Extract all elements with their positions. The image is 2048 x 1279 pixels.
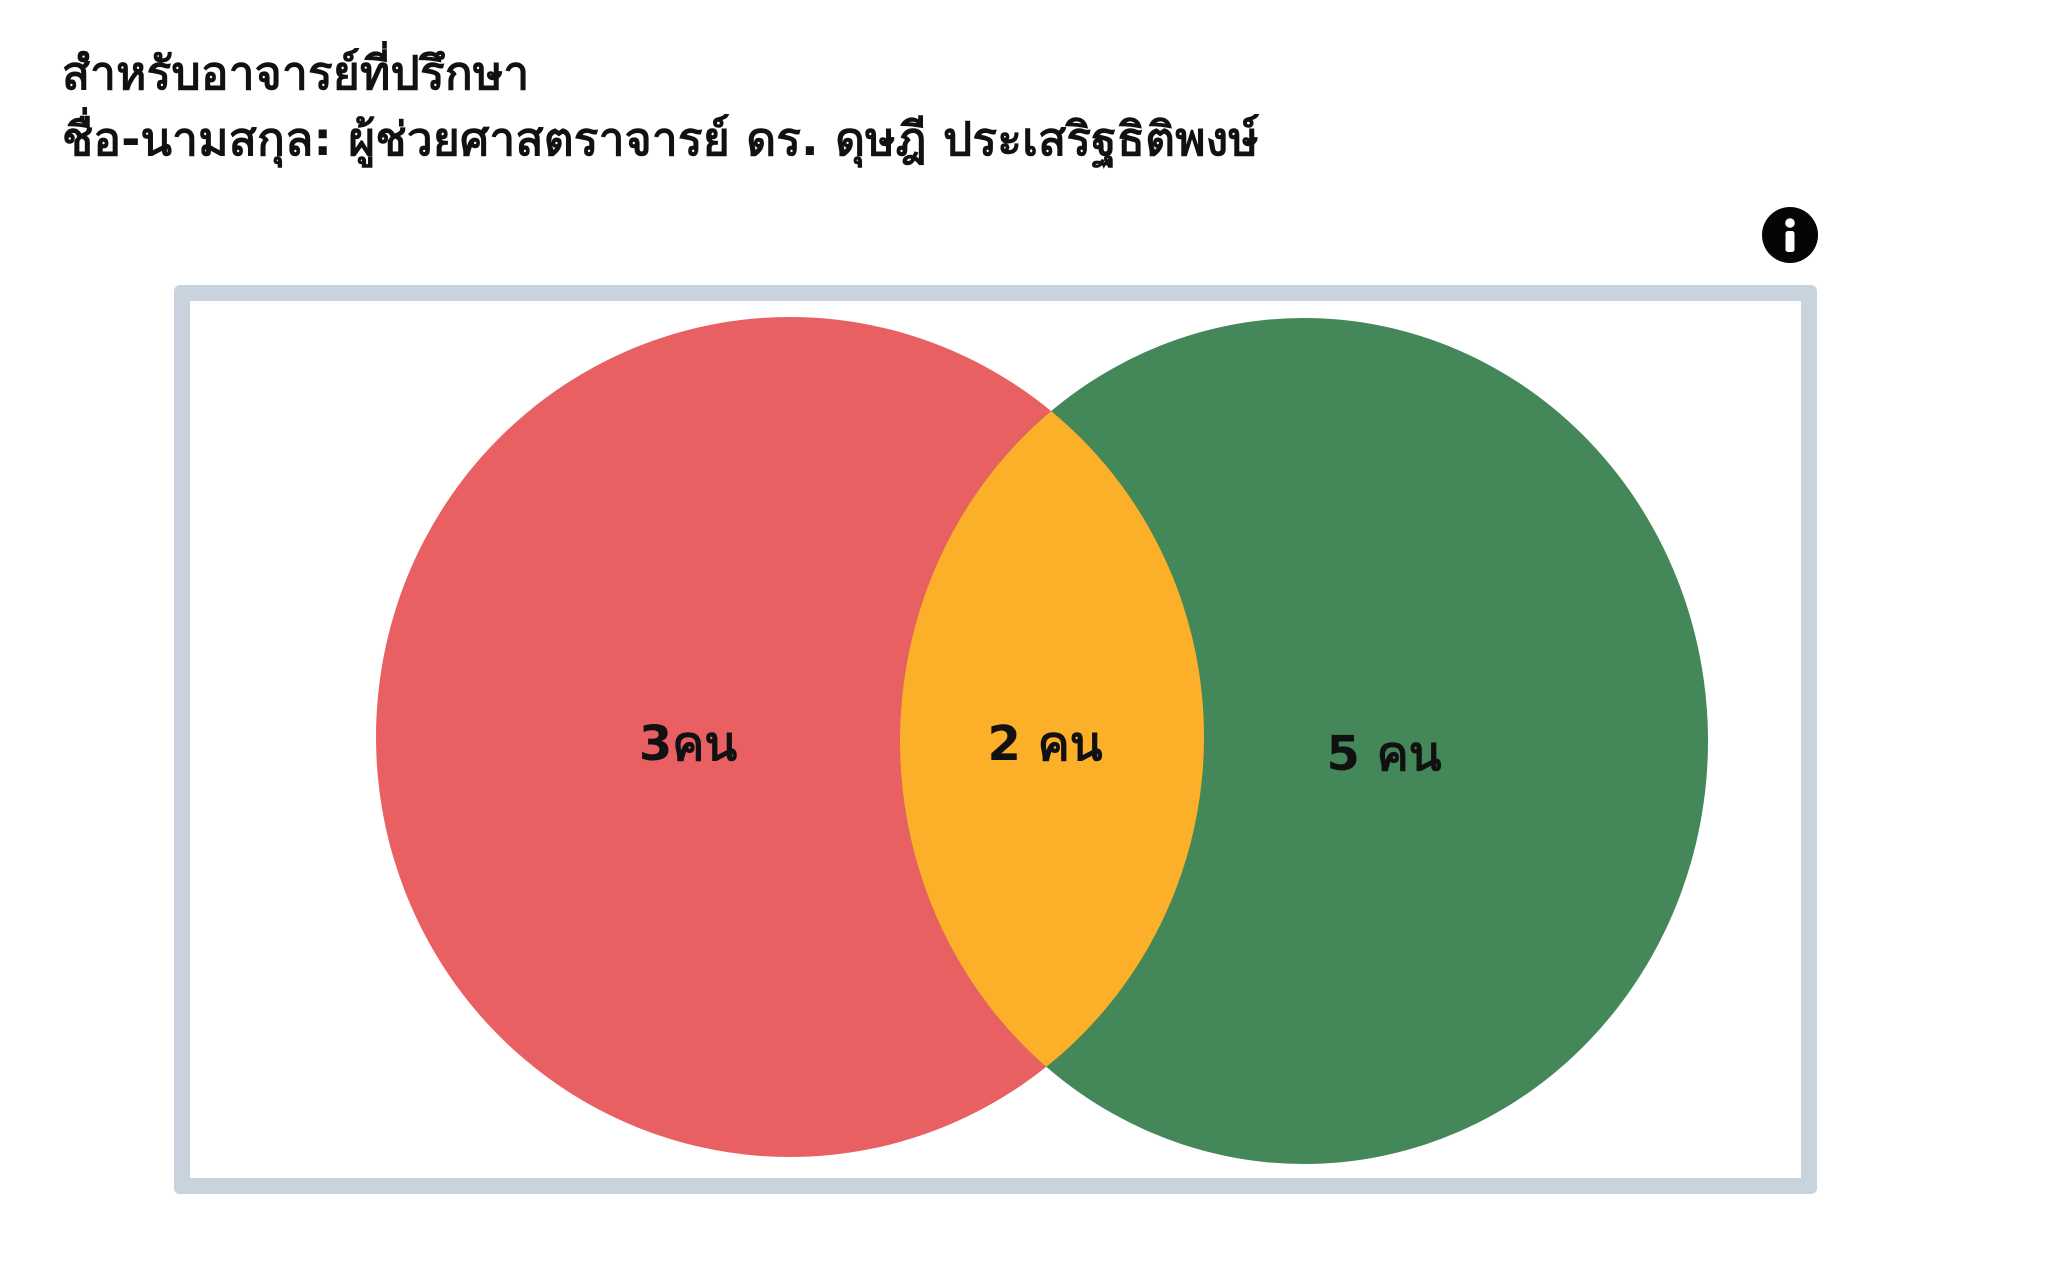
page-header: สำหรับอาจารย์ที่ปรึกษา ชื่อ-นามสกุล: ผู้… — [62, 40, 1562, 172]
advisor-name: ชื่อ-นามสกุล: ผู้ช่วยศาสตราจารย์ ดร. ดุษ… — [62, 112, 1259, 166]
venn-overlap-label: 2 คน — [987, 716, 1102, 772]
page-title: สำหรับอาจารย์ที่ปรึกษา — [62, 46, 530, 100]
info-icon — [1785, 218, 1795, 252]
venn-right-label: 5 คน — [1326, 726, 1441, 782]
info-button[interactable] — [1762, 207, 1818, 263]
venn-overlap-region — [900, 318, 1204, 1157]
venn-left-label: 3คน — [639, 716, 738, 772]
